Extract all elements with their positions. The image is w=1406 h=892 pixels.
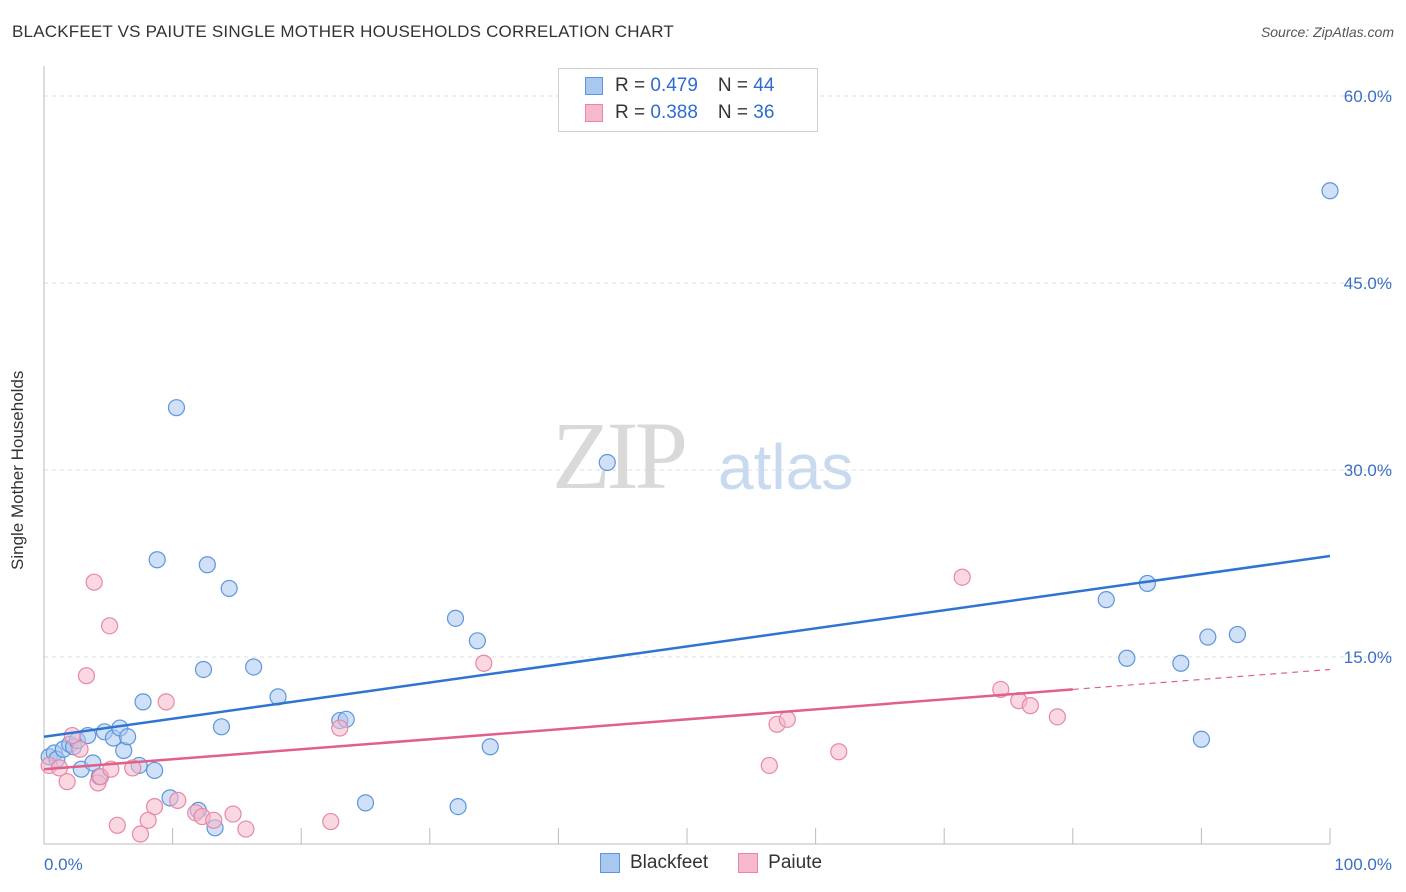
paiute-point: [85, 573, 103, 591]
blackfeet-swatch: [585, 77, 603, 95]
paiute-point: [224, 805, 242, 823]
legend-n-value: 44: [753, 75, 775, 96]
blackfeet-point: [1097, 591, 1115, 609]
blackfeet-point: [194, 660, 213, 679]
paiute-point: [71, 740, 89, 758]
blackfeet-point: [145, 761, 164, 780]
legend-row-blackfeet: R = 0.479 N = 44: [585, 75, 774, 97]
blackfeet-point: [1199, 628, 1217, 646]
legend-n-label: N =: [717, 75, 754, 96]
paiute-point: [145, 797, 164, 816]
blackfeet-point: [446, 609, 465, 627]
blackfeet-legend-swatch: [600, 853, 620, 873]
blackfeet-point: [1192, 730, 1211, 748]
paiute-point: [205, 811, 223, 829]
watermark-atlas: atlas: [718, 431, 854, 503]
paiute-point: [58, 773, 76, 791]
blackfeet-point: [1118, 649, 1136, 667]
y-tick-label: 30.0%: [1344, 461, 1392, 480]
correlation-legend: R = 0.479 N = 44 R = 0.388 N = 36: [558, 68, 818, 132]
blackfeet-point: [198, 556, 216, 574]
paiute-point: [237, 820, 255, 838]
chart-title: BLACKFEET VS PAIUTE SINGLE MOTHER HOUSEH…: [12, 22, 674, 41]
paiute-point: [760, 756, 778, 775]
paiute-point: [475, 654, 493, 672]
x-tick-label: 0.0%: [44, 855, 83, 874]
y-tick-label: 15.0%: [1344, 648, 1392, 667]
legend-r-value: 0.479: [650, 75, 698, 96]
paiute-point: [1021, 697, 1039, 715]
series-legend: Blackfeet Paiute: [600, 852, 852, 874]
x-tick-label: 100.0%: [1334, 855, 1392, 874]
legend-n-value: 36: [753, 102, 775, 123]
paiute-trend-line: [43, 688, 1073, 771]
y-tick-label: 60.0%: [1344, 87, 1392, 106]
legend-label-blackfeet: Blackfeet: [630, 852, 709, 873]
y-tick-label: 45.0%: [1344, 274, 1392, 293]
paiute-point: [322, 812, 340, 831]
blackfeet-point: [212, 718, 231, 736]
blackfeet-point: [1321, 182, 1339, 200]
paiute-point: [157, 693, 175, 711]
paiute-point: [331, 719, 349, 737]
paiute-point: [778, 710, 796, 728]
blackfeet-point: [1172, 654, 1190, 672]
paiute-point: [1048, 708, 1066, 726]
legend-item-paiute: Paiute: [738, 852, 822, 874]
blackfeet-trend-line: [43, 554, 1331, 739]
paiute-point: [992, 680, 1010, 699]
legend-n-label: N =: [717, 102, 754, 123]
paiute-point: [100, 617, 119, 635]
paiute-point: [108, 816, 126, 834]
paiute-point: [830, 743, 848, 761]
paiute-swatch: [585, 104, 603, 122]
blackfeet-point: [1228, 625, 1247, 644]
blackfeet-point: [598, 453, 616, 472]
paiute-point: [77, 667, 96, 685]
blackfeet-point: [245, 658, 263, 676]
paiute-point: [131, 825, 150, 843]
blackfeet-point: [481, 738, 499, 756]
legend-row-paiute: R = 0.388 N = 36: [585, 102, 774, 124]
blackfeet-point: [118, 728, 137, 746]
paiute-legend-swatch: [738, 853, 759, 873]
paiute-point: [953, 568, 971, 586]
blackfeet-point: [220, 579, 238, 598]
paiute-point: [124, 759, 142, 777]
paiute-point: [139, 811, 157, 829]
blackfeet-point: [356, 794, 375, 812]
blackfeet-point: [134, 693, 152, 711]
blackfeet-point: [167, 399, 186, 417]
blackfeet-point: [449, 797, 467, 816]
legend-r-label: R =: [615, 102, 651, 123]
paiute-point: [169, 791, 187, 809]
watermark-zip: ZIP: [552, 402, 688, 509]
legend-r-label: R =: [615, 75, 651, 96]
paiute-trend-extension: [1072, 668, 1331, 691]
source-label: Source: ZipAtlas.com: [1260, 24, 1394, 40]
legend-label-paiute: Paiute: [768, 852, 823, 873]
legend-item-blackfeet: Blackfeet: [600, 852, 708, 874]
legend-r-value: 0.388: [650, 102, 698, 123]
blackfeet-point: [468, 632, 486, 650]
blackfeet-point: [148, 551, 166, 569]
